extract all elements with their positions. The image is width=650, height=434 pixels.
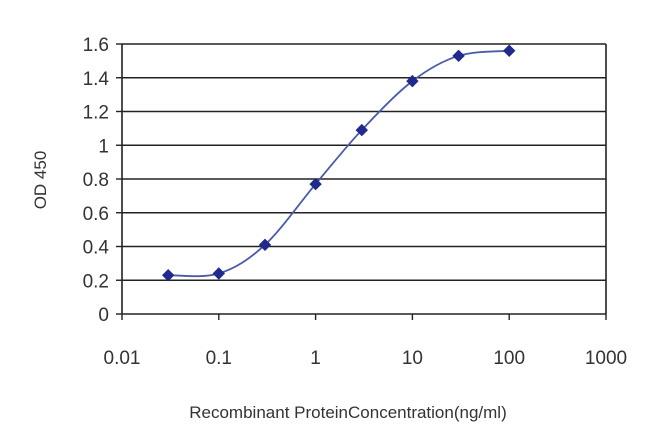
y-tick-label: 0.4	[83, 238, 110, 259]
y-tick-label: 0.2	[83, 271, 109, 292]
data-point	[309, 177, 322, 191]
y-tick-label: 1.4	[83, 69, 110, 90]
gridlines	[122, 43, 606, 282]
y-tick-label: 1.6	[83, 35, 109, 56]
data-point	[406, 74, 419, 88]
x-axis-title: Recombinant ProteinConcentration(ng/ml)	[189, 403, 507, 422]
data-point	[258, 238, 272, 252]
x-tick-labels: 0.01 0.1 1 10 100 1000	[104, 348, 628, 369]
data-point	[355, 123, 368, 137]
y-tick-labels: 0 0.2 0.4 0.6 0.8 1 1.2 1.4 1.6	[83, 35, 110, 326]
data-point	[452, 49, 465, 63]
x-tick-label: 1	[310, 348, 321, 369]
x-tick-label: 0.01	[104, 348, 141, 369]
x-tick-label: 10	[402, 348, 423, 369]
x-tick-label: 1000	[585, 348, 627, 369]
y-tick-label: 1	[98, 136, 109, 157]
series-line	[168, 49, 510, 278]
y-axis-title: OD 450	[31, 151, 50, 210]
axes	[116, 43, 607, 320]
y-tick-label: 0	[98, 305, 109, 326]
y-tick-label: 0.8	[83, 170, 109, 191]
y-tick-label: 1.2	[83, 103, 109, 124]
x-tick-label: 0.1	[206, 348, 232, 369]
y-tick-label: 0.6	[83, 204, 109, 225]
series-markers	[161, 44, 516, 282]
data-point	[161, 268, 175, 282]
x-tick-label: 100	[493, 348, 525, 369]
series-lines	[168, 49, 510, 278]
data-point	[212, 267, 226, 280]
data-point	[502, 44, 516, 57]
